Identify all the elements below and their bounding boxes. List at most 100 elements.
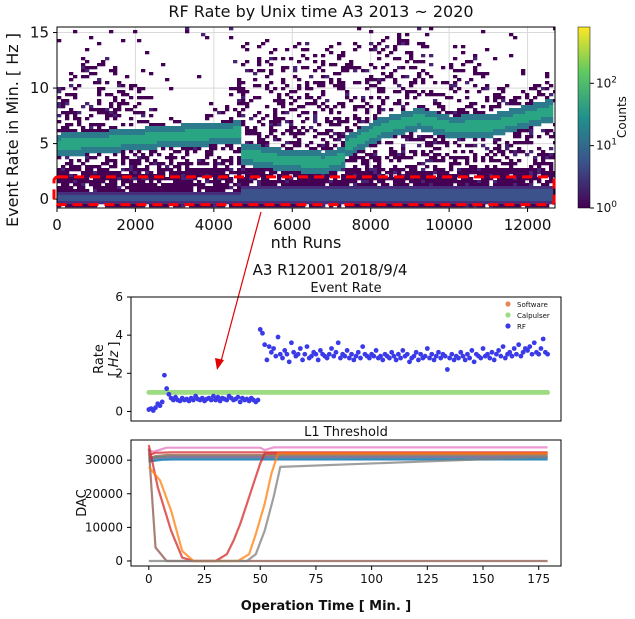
heatmap-cell <box>489 150 494 154</box>
heatmap-cell <box>77 180 82 184</box>
heatmap-cell <box>145 120 150 124</box>
heatmap-cell <box>197 183 202 187</box>
heatmap-cell <box>357 27 362 31</box>
heatmap-cell <box>389 147 394 151</box>
heatmap-cell <box>313 168 318 172</box>
rf-point <box>447 355 453 361</box>
heatmap-cell <box>97 135 102 139</box>
heatmap-cell <box>469 180 474 184</box>
heatmap-cell <box>253 132 258 136</box>
heatmap-cell <box>157 162 162 166</box>
heatmap-cell <box>317 150 322 154</box>
heatmap-cell <box>325 153 330 157</box>
heatmap-cell <box>429 120 434 124</box>
heatmap-cell <box>261 138 266 142</box>
heatmap-cell <box>309 156 314 160</box>
heatmap-cell <box>217 135 222 139</box>
heatmap-cell <box>81 171 86 175</box>
heatmap-cell <box>229 168 234 172</box>
heatmap-cell <box>97 186 102 190</box>
heatmap-cell <box>269 198 274 202</box>
heatmap-cell <box>365 171 370 175</box>
heatmap-cell <box>509 165 514 169</box>
heatmap-cell <box>57 39 62 43</box>
heatmap-cell <box>161 171 166 175</box>
heatmap-cell <box>273 201 278 205</box>
heatmap-cell <box>229 117 234 121</box>
heatmap-cell <box>285 120 290 124</box>
heatmap-cell <box>473 195 478 199</box>
heatmap-cell <box>141 183 146 187</box>
heatmap-cell <box>125 93 130 97</box>
heatmap-cell <box>309 183 314 187</box>
heatmap-cell <box>245 153 250 157</box>
heatmap-cell <box>129 165 134 169</box>
heatmap-cell <box>321 153 326 157</box>
heatmap-cell <box>357 198 362 202</box>
heatmap-cell <box>257 135 262 139</box>
heatmap-cell <box>453 198 458 202</box>
heatmap-cell <box>217 111 222 115</box>
heatmap-cell <box>481 183 486 187</box>
heatmap-cell <box>121 192 126 196</box>
heatmap-cell <box>389 159 394 163</box>
heatmap-cell <box>413 153 418 157</box>
heatmap-cell <box>213 171 218 175</box>
rf-point <box>159 399 165 405</box>
heatmap-cell <box>161 204 166 208</box>
heatmap-cell <box>441 180 446 184</box>
heatmap-cell <box>177 201 182 205</box>
heatmap-cell <box>125 144 130 148</box>
heatmap-cell <box>345 192 350 196</box>
heatmap-cell <box>437 186 442 190</box>
heatmap-cell <box>213 162 218 166</box>
heatmap-cell <box>289 120 294 124</box>
heatmap-cell <box>293 180 298 184</box>
heatmap-cell <box>301 171 306 175</box>
heatmap-cell <box>57 153 62 157</box>
heatmap-cell <box>397 36 402 40</box>
heatmap-cell <box>221 129 226 133</box>
heatmap-cell <box>109 93 114 97</box>
heatmap-cell <box>521 69 526 73</box>
heatmap-cell <box>165 189 170 193</box>
heatmap-cell <box>385 186 390 190</box>
heatmap-cell <box>285 66 290 70</box>
heatmap-cell <box>165 165 170 169</box>
heatmap-cell <box>69 138 74 142</box>
heatmap-cell <box>141 153 146 157</box>
heatmap-cell <box>529 132 534 136</box>
heatmap-cell <box>521 141 526 145</box>
heatmap-cell <box>337 135 342 139</box>
rf-point <box>487 355 493 361</box>
heatmap-cell <box>389 198 394 202</box>
heatmap-cell <box>269 120 274 124</box>
heatmap-cell <box>141 168 146 172</box>
heatmap-cell <box>489 108 494 112</box>
heatmap-cell <box>245 132 250 136</box>
heatmap-cell <box>449 162 454 166</box>
heatmap-cell <box>149 129 154 133</box>
heatmap-cell <box>373 141 378 145</box>
heatmap-cell <box>229 129 234 133</box>
heatmap-cell <box>189 183 194 187</box>
heatmap-cell <box>465 180 470 184</box>
heatmap-cell <box>261 189 266 193</box>
heatmap-cell <box>325 195 330 199</box>
heatmap-cell <box>89 36 94 40</box>
heatmap-cell <box>345 90 350 94</box>
heatmap-cell <box>117 141 122 145</box>
heatmap-cell <box>461 177 466 181</box>
heatmap-cell <box>393 45 398 49</box>
heatmap-cell <box>133 132 138 136</box>
heatmap-cell <box>177 195 182 199</box>
heatmap-cell <box>221 195 226 199</box>
heatmap-cell <box>525 117 530 121</box>
heatmap-cell <box>341 135 346 139</box>
heatmap-cell <box>413 198 418 202</box>
heatmap-cell <box>125 186 130 190</box>
heatmap-cell <box>229 135 234 139</box>
heatmap-cell <box>77 168 82 172</box>
heatmap-cell <box>337 192 342 196</box>
heatmap-cell <box>417 162 422 166</box>
